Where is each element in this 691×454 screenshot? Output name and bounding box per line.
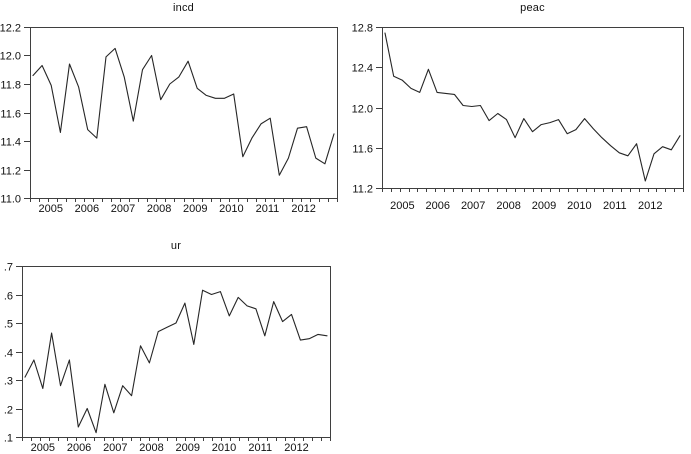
incd-x-tick-label: 2010 [219,203,243,215]
chart-title-incd: incd [173,2,194,14]
incd-series-line [32,47,335,176]
ur-chart: .7 .6 .5 .4 .3 .2 .1 2005 2006 2007 2008 2009 2010 20… [4,262,331,454]
ur-x-tick-label: 2009 [176,442,200,454]
incd-x-tick-label: 2009 [183,203,207,215]
chart-title-peac: peac [520,2,545,14]
ur-y-tick-label: .3 [4,376,13,388]
incd-y-tick-label: 11.0 [0,194,21,206]
peac-series-line [384,32,681,182]
peac-x-tick-label: 2005 [390,200,414,212]
incd-x-tick-label: 2008 [147,203,171,215]
ur-x-tick-label: 2008 [139,442,163,454]
ur-plot-box [22,266,331,438]
incd-x-tick-label: 2012 [291,203,315,215]
incd-x-tick-label: 2006 [75,203,99,215]
peac-y-tick-label: 12.0 [352,104,373,116]
peac-x-tick-label: 2010 [567,200,591,212]
ur-y-tick-label: .4 [4,348,13,360]
incd-y-tick-label: 11.8 [0,80,21,92]
ur-x-tick-label: 2006 [67,442,91,454]
ur-y-tick-label: .5 [4,319,13,331]
peac-y-tick-label: 11.6 [352,144,373,156]
ur-x-tick-label: 2010 [212,442,236,454]
peac-x-tick-label: 2006 [426,200,450,212]
incd-x-tick-label: 2007 [111,203,135,215]
chart-title-ur: ur [170,240,182,252]
incd-y-tick-label: 11.2 [0,166,21,178]
incd-y-tick-label: 12.0 [0,51,21,63]
ur-y-tick-label: .6 [4,291,13,303]
incd-plot-box [30,27,338,199]
peac-y-tick-label: 12.8 [352,23,373,35]
ur-series-line [24,289,328,434]
incd-y-tick-label: 12.2 [0,23,21,35]
peac-x-tick-label: 2012 [638,200,662,212]
peac-plot-box [382,27,684,189]
peac-x-tick-label: 2008 [496,200,520,212]
incd-x-tick-label: 2011 [256,203,280,215]
ur-y-tick-label: .2 [4,405,13,417]
ur-x-tick-label: 2012 [284,442,308,454]
incd-y-tick-label: 11.4 [0,137,21,149]
ur-x-tick-label: 2011 [248,442,272,454]
ur-x-tick-label: 2005 [31,442,55,454]
ur-x-tick-label: 2007 [103,442,127,454]
peac-y-tick-label: 11.2 [352,184,373,196]
incd-chart: 12.2 12.0 11.8 11.6 11.4 11.2 11.0 2005 2006 2007… [0,23,338,215]
peac-y-tick-label: 12.4 [352,63,373,75]
incd-y-tick-label: 11.6 [0,109,21,121]
peac-x-tick-label: 2009 [532,200,556,212]
ur-y-tick-label: .1 [4,433,13,445]
ur-y-tick-label: .7 [4,262,13,274]
peac-x-tick-label: 2011 [603,200,627,212]
incd-x-tick-label: 2005 [39,203,63,215]
peac-chart: 12.8 12.4 12.0 11.6 11.2 2005 2006 2007 2008 2009… [352,23,684,212]
peac-x-tick-label: 2007 [461,200,485,212]
